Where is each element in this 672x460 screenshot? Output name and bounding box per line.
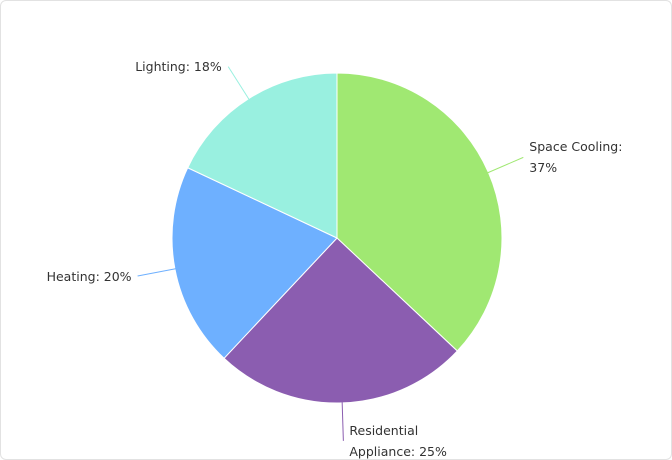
slice-label: Heating: 20% — [46, 268, 132, 284]
leader-line — [486, 156, 524, 174]
leader-line — [137, 268, 177, 277]
slice-label: Lighting: 18% — [135, 59, 222, 75]
leader-line — [341, 400, 344, 441]
slice-label: Residential Appliance: 25% — [349, 422, 447, 459]
leader-line — [227, 66, 251, 101]
slice-label: Space Cooling: 37% — [529, 139, 623, 176]
